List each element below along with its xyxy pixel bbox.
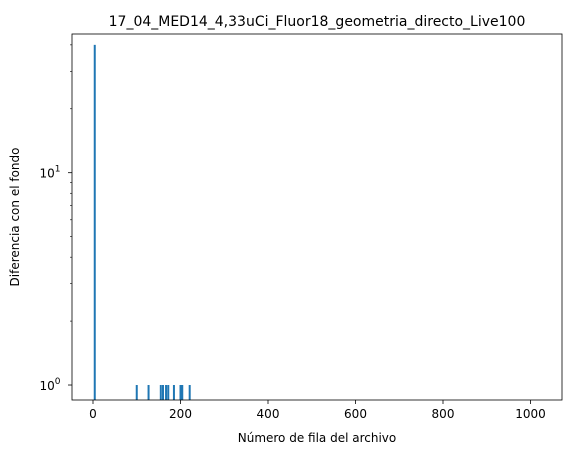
x-tick-label: 600 xyxy=(344,407,367,421)
x-axis-label: Número de fila del archivo xyxy=(238,431,397,445)
bar xyxy=(162,385,164,400)
x-tick-label: 800 xyxy=(432,407,455,421)
y-axis-label: Diferencia con el fondo xyxy=(8,148,22,287)
y-axis: 100 101 xyxy=(39,44,72,393)
bar xyxy=(147,385,150,400)
bar xyxy=(179,385,182,400)
plot-frame xyxy=(71,33,563,401)
x-tick-label: 1000 xyxy=(515,407,546,421)
bar xyxy=(159,385,162,400)
bar xyxy=(135,385,138,400)
x-tick-label: 400 xyxy=(257,407,280,421)
bar xyxy=(93,44,96,401)
bar xyxy=(165,385,168,400)
bar xyxy=(181,385,184,400)
y-tick-label: 101 xyxy=(39,165,60,181)
bar xyxy=(172,385,175,400)
x-tick-label: 0 xyxy=(89,407,97,421)
x-tick-label: 200 xyxy=(169,407,192,421)
y-tick-label: 100 xyxy=(39,377,60,393)
bar xyxy=(188,385,191,400)
x-axis: 0 200 400 600 800 1000 xyxy=(89,400,546,421)
bar xyxy=(167,385,170,400)
plot-area xyxy=(93,44,191,401)
chart-title: 17_04_MED14_4,33uCi_Fluor18_geometria_di… xyxy=(109,14,526,30)
